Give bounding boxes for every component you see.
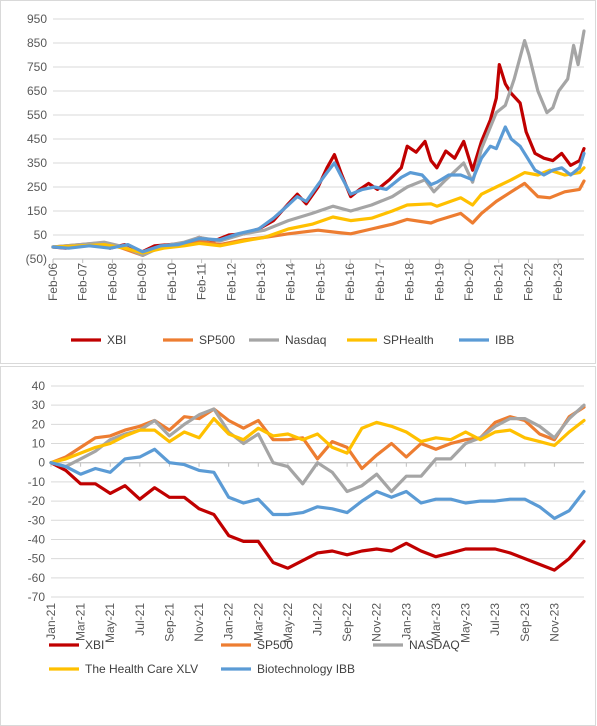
x-tick-label: Feb-18 [403, 263, 417, 301]
gridlines [53, 18, 584, 260]
x-tick-label: Feb-20 [462, 263, 476, 301]
x-tick-label: Feb-19 [432, 263, 446, 301]
series-line-sp500 [51, 179, 586, 257]
x-tick-label: Sep-21 [162, 603, 176, 642]
legend: XBI SP500 NASDAQ The Health Care XLV Biotech… [49, 638, 460, 676]
y-tick-label: -30 [28, 513, 46, 527]
legend-label-the-health-care-xlv: The Health Care XLV [85, 662, 198, 676]
x-tick-label: Feb-07 [76, 263, 90, 301]
y-tick-label: 20 [32, 417, 46, 431]
x-tick-label: Nov-21 [192, 603, 206, 642]
y-tick-label: 50 [34, 228, 48, 242]
y-tick-label: 150 [27, 204, 47, 218]
y-tick-label: 550 [27, 108, 47, 122]
x-tick-label: Nov-22 [370, 603, 384, 642]
legend: XBI SP500 Nasdaq SPHealth IBB [71, 333, 514, 347]
x-tick-label: Feb-09 [135, 263, 149, 301]
x-tick-label: Jul-23 [488, 603, 502, 636]
x-tick-label: Mar-22 [251, 603, 265, 641]
x-tick-label: Feb-10 [165, 263, 179, 301]
x-tick-label: Feb-17 [373, 263, 387, 301]
x-tick-label: Jan-22 [222, 603, 236, 640]
series-line-sphealth [51, 166, 586, 255]
x-tick-label: Feb-13 [254, 263, 268, 301]
x-tick-label: May-22 [281, 603, 295, 643]
legend-label-sphealth: SPHealth [383, 333, 434, 347]
x-tick-label: May-21 [103, 603, 117, 643]
x-tick-label: Mar-23 [429, 603, 443, 641]
y-tick-label: 30 [32, 398, 46, 412]
x-tick-label: Feb-11 [195, 263, 209, 300]
legend-label-sp500: SP500 [257, 638, 293, 652]
y-tick-label: -10 [28, 475, 46, 489]
chart-panel-bottom: 40 30 20 10 0 -10 -20 -30 -40 -50 -60 -70 Jan-21 Mar-… [0, 366, 596, 726]
y-tick-label: 0 [38, 456, 45, 470]
x-tick-label: Nov-23 [547, 603, 561, 642]
x-tick-label: Jul-22 [311, 603, 325, 636]
x-tick-label: Feb-08 [105, 263, 119, 301]
series-line-biotechnology-ibb [49, 447, 586, 520]
x-tick-label: Feb-22 [521, 263, 535, 301]
x-tick-label: Jan-21 [44, 603, 58, 640]
x-tick-label: Mar-21 [74, 603, 88, 641]
x-tick-label: Sep-22 [340, 603, 354, 642]
chart-panel-top: (50) 50 150 250 350 450 550 650 750 850 950 Feb-06 F… [0, 0, 596, 364]
x-tick-label: Feb-12 [224, 263, 238, 301]
series-line-xbi [49, 461, 586, 572]
y-tick-label: (50) [26, 252, 47, 266]
x-tick-label: Feb-21 [492, 263, 506, 301]
y-tick-label: 40 [32, 379, 46, 393]
legend-label-xbi: XBI [107, 333, 126, 347]
y-tick-label: 350 [27, 156, 47, 170]
x-tick-label: May-23 [459, 603, 473, 643]
legend-label-nasdaq: NASDAQ [409, 638, 460, 652]
y-tick-label: 850 [27, 36, 47, 50]
y-tick-label: 750 [27, 60, 47, 74]
x-tick-label: Jan-23 [399, 603, 413, 640]
y-tick-label: -20 [28, 494, 46, 508]
y-tick-label: -40 [28, 532, 46, 546]
x-tick-label: Feb-16 [343, 263, 357, 301]
y-tick-label: 10 [32, 437, 46, 451]
series-line-the-health-care-xlv [49, 416, 586, 465]
y-tick-label: 450 [27, 132, 47, 146]
legend-label-xbi: XBI [85, 638, 104, 652]
y-tick-label: -60 [28, 571, 46, 585]
x-tick-label: Feb-23 [551, 263, 565, 301]
x-tick-label: Feb-15 [313, 263, 327, 301]
legend-label-sp500: SP500 [199, 333, 235, 347]
series-line-xbi [51, 62, 586, 255]
x-tick-label: Jul-21 [133, 603, 147, 636]
series-line-ibb [51, 125, 586, 254]
y-tick-label: 250 [27, 180, 47, 194]
x-tick-label: Feb-14 [284, 263, 298, 301]
legend-label-biotechnology-ibb: Biotechnology IBB [257, 662, 355, 676]
legend-label-nasdaq: Nasdaq [285, 333, 326, 347]
y-tick-label: 950 [27, 12, 47, 26]
price-index-chart: (50) 50 150 250 350 450 550 650 750 850 950 Feb-06 F… [26, 12, 586, 347]
y-tick-label: 650 [27, 84, 47, 98]
x-tick-label: Feb-06 [46, 263, 60, 301]
y-tick-label: -70 [28, 590, 46, 604]
legend-label-ibb: IBB [495, 333, 514, 347]
y-tick-label: -50 [28, 552, 46, 566]
x-tick-label: Sep-23 [518, 603, 532, 642]
series-line-sp500 [49, 405, 586, 471]
